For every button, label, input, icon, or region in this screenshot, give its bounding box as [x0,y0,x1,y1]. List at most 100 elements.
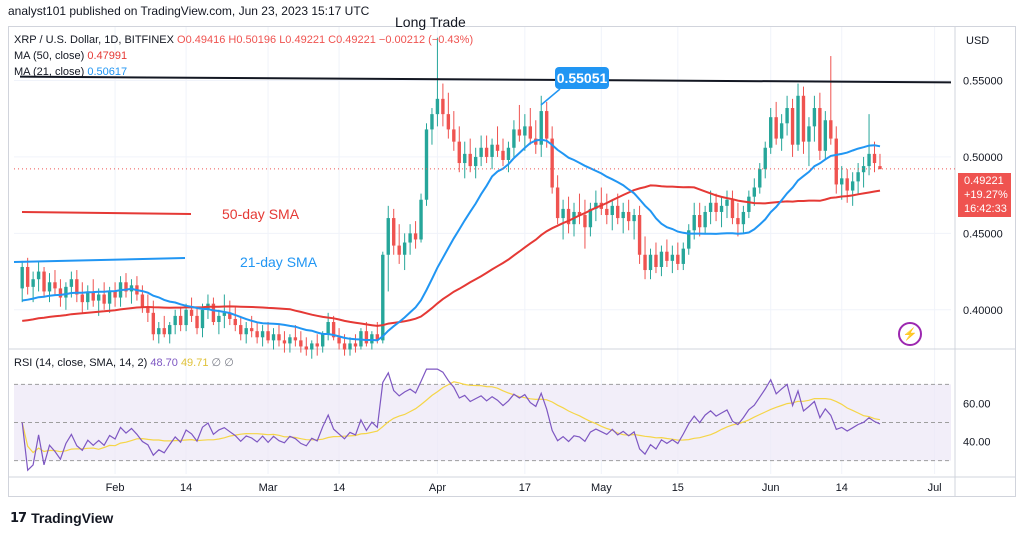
candle-body-76 [435,98,440,115]
legend-rsi-label: RSI (14, close, SMA, 14, 2) [14,357,148,369]
publisher-header: analyst101 published on TradingView.com,… [8,4,370,18]
candle-body-10 [75,279,79,295]
candle-body-38 [228,312,232,319]
candle-body-53 [310,343,314,350]
candle-body-15 [102,294,106,304]
candle-body-102 [577,211,582,216]
ma21-line [22,138,881,342]
tradingview-logo[interactable]: 17 TradingView [10,510,113,526]
time-tick-label-0: Feb [106,482,125,494]
candle-body-87 [495,144,500,151]
legend-ma50-label: MA (50, close) [14,50,85,62]
time-tick-label-8: Jun [762,482,780,494]
candle-body-19 [124,282,128,292]
candle-body-23 [146,306,150,313]
candle-body-80 [457,141,461,164]
candle-body-94 [534,138,538,145]
price-tick-label-2: 0.45000 [963,228,1003,240]
candle-body-26 [162,328,166,335]
candle-body-115 [648,254,653,271]
candle-body-99 [561,208,565,219]
candle-body-139 [779,123,784,139]
candle-body-141 [790,108,795,145]
lightning-icon[interactable]: ⚡ [898,322,922,346]
resistance-label-text: 0.55051 [556,70,608,86]
candle-body-25 [157,328,161,335]
candle-body-29 [178,315,183,326]
candle-body-132 [741,211,746,225]
candle-body-148 [829,120,833,139]
legend-ma50-value: 0.47991 [87,50,128,62]
candle-body-40 [239,325,243,335]
resistance-line [19,75,952,84]
candle-body-91 [517,129,522,136]
candle-body-146 [818,108,822,151]
candle-body-69 [397,245,401,255]
candle-body-32 [195,315,199,329]
candle-body-57 [331,322,336,338]
candle-body-95 [539,111,543,145]
candle-body-55 [320,334,325,347]
candle-body-149 [834,138,838,185]
candle-body-72 [413,233,418,240]
candle-body-120 [676,254,680,264]
time-tick-label-2: Mar [259,482,278,494]
candle-body-77 [441,98,445,115]
legend-rsi-value: 48.70 [150,357,178,369]
candle-body-124 [697,215,702,228]
tradingview-logo-text: TradingView [31,510,114,526]
candle-body-41 [244,328,248,335]
legend-ma50-row: MA (50, close) 0.47991 [14,50,127,62]
candle-body-89 [506,147,511,160]
candle-body-36 [217,315,221,323]
candle-body-71 [408,233,412,243]
candle-body-107 [605,208,609,216]
candle-body-135 [758,169,762,188]
candle-body-16 [107,291,112,304]
candle-body-66 [381,254,385,341]
candle-body-44 [260,331,265,338]
candle-body-92 [523,126,527,136]
candle-body-128 [719,205,724,212]
candle-body-52 [304,346,308,350]
candle-body-30 [184,309,188,326]
candle-body-28 [173,315,177,326]
candle-body-43 [255,331,259,338]
candle-body-156 [872,153,877,164]
legend-empty-icon-2: ∅ [224,357,234,369]
candle-body-74 [424,129,429,200]
candle-body-109 [616,205,620,219]
candle-body-131 [736,218,740,225]
candle-body-84 [479,147,483,157]
candlestick-chart[interactable]: USD 0.55000 0.50000 0.45000 0.40000 60.00 40.0… [0,0,1024,500]
time-tick-label-4: Apr [429,482,446,494]
price-tick-label-3: 0.40000 [963,305,1003,317]
candle-body-58 [337,337,341,344]
candle-body-11 [80,294,84,303]
annotation-lines-layer [13,75,955,263]
candle-body-96 [545,111,549,139]
legend-ma21-value: 0.50617 [87,66,128,78]
candle-body-12 [86,291,90,303]
candle-body-155 [867,153,871,167]
candle-body-122 [687,230,691,249]
candle-body-39 [233,318,237,326]
time-tick-label-5: 17 [519,482,531,494]
candle-body-49 [288,337,292,344]
ma50-line [22,184,881,327]
candle-body-144 [807,126,811,142]
price-box-change: +19.27% [964,189,1008,201]
candle-body-121 [681,248,685,264]
sma21-annotation: 21-day SMA [240,254,318,270]
candle-body-82 [468,153,472,167]
candle-body-134 [752,187,757,197]
candle-body-7 [58,288,63,298]
time-tick-label-10: Jul [928,482,942,494]
sma21-legend-line [13,257,186,263]
candle-body-137 [769,117,773,148]
candle-body-150 [840,178,844,185]
candle-body-47 [277,334,281,341]
candle-body-140 [785,108,789,124]
candle-body-6 [53,282,57,289]
candle-body-103 [583,215,587,228]
